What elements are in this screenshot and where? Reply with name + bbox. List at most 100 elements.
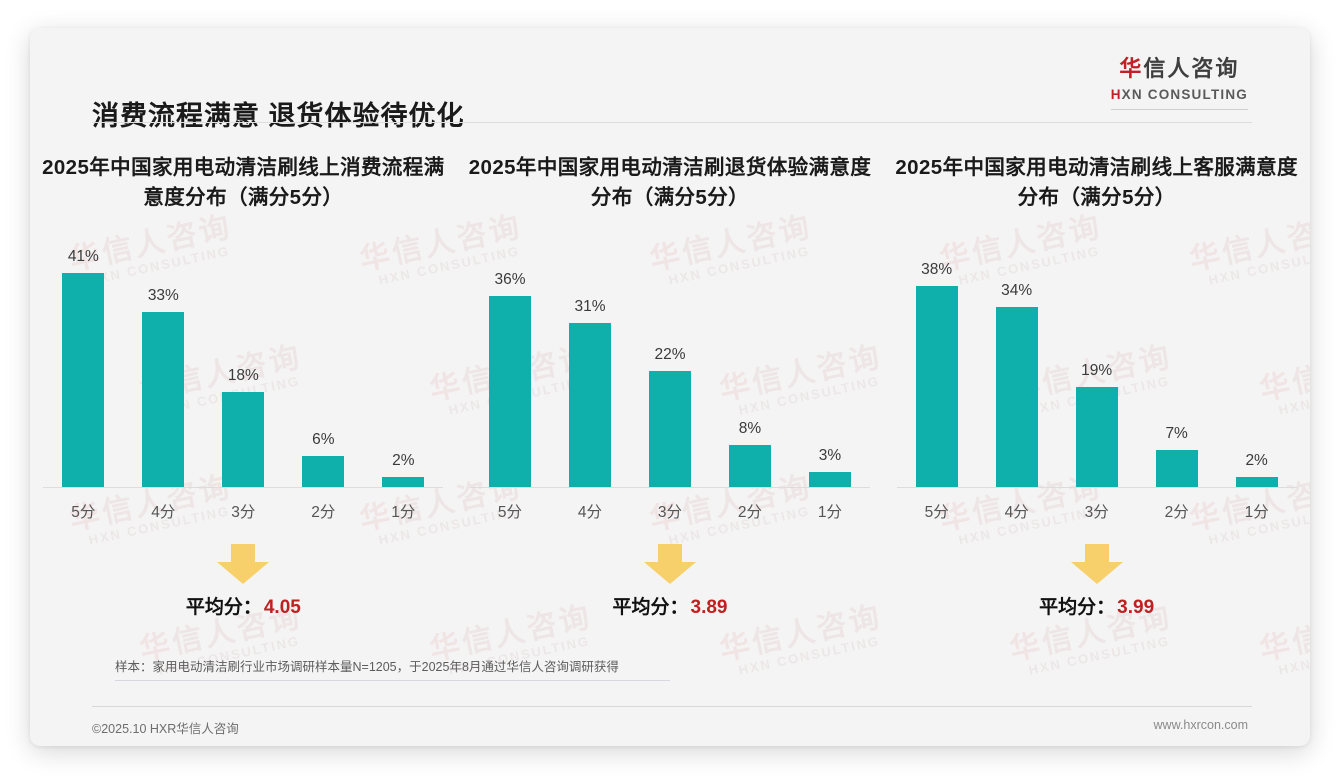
bar-column[interactable]: 22% <box>630 248 710 488</box>
x-axis-ticks: 5分 4分 3分 2分 1分 <box>897 500 1297 522</box>
arrow-down-icon <box>1070 544 1123 585</box>
average-score-text: 平均分： 3.89 <box>470 592 870 619</box>
source-note: 样本：家用电动清洁刷行业市场调研样本量N=1205，于2025年8月通过华信人咨… <box>115 660 619 674</box>
page-title: 消费流程满意 退货体验待优化 <box>92 101 465 131</box>
bar-value-label: 6% <box>312 430 335 448</box>
bar-rect[interactable] <box>995 306 1038 488</box>
bar-group: 41% 33% 18% 6% 2% <box>43 248 443 488</box>
x-tick-label: 2分 <box>1164 504 1189 522</box>
bar-column[interactable]: 7% <box>1137 248 1217 488</box>
x-axis-line <box>896 487 1297 489</box>
logo-chinese-rest: 信人咨询 <box>1143 56 1240 81</box>
logo-english-rest: XN CONSULTING <box>1121 87 1248 102</box>
bar-value-label: 7% <box>1165 425 1188 443</box>
bar-column[interactable]: 33% <box>123 248 203 488</box>
bar-column[interactable]: 34% <box>977 248 1057 488</box>
bar-rect[interactable] <box>382 476 425 488</box>
company-logo: 华信人咨询 HXN CONSULTING <box>1110 56 1248 110</box>
bar-rect[interactable] <box>488 296 531 488</box>
x-tick-label: 4分 <box>151 504 176 522</box>
x-axis-line <box>469 487 870 489</box>
bar-column[interactable]: 41% <box>43 248 123 488</box>
bar-chart-plot: 38% 34% 19% 7% 2% <box>896 248 1297 489</box>
x-axis-ticks: 5分 4分 3分 2分 1分 <box>43 500 443 522</box>
bar-column[interactable]: 38% <box>897 248 977 488</box>
bar-value-label: 8% <box>738 419 762 437</box>
bar-value-label: 2% <box>1245 451 1268 469</box>
chart-title: 2025年中国家用电动清洁刷线上客服满意度分布（满分5分） <box>895 156 1298 209</box>
bar-rect[interactable] <box>222 391 265 488</box>
x-tick-label: 3分 <box>657 504 683 522</box>
bar-rect[interactable] <box>142 312 185 488</box>
bar-column[interactable]: 18% <box>203 248 283 488</box>
average-score-annotation: 平均分： 4.05 <box>43 544 443 634</box>
logo-english: HXN CONSULTING <box>1111 88 1248 102</box>
bar-value-label: 22% <box>654 345 686 363</box>
logo-chinese-red: 华 <box>1119 56 1144 81</box>
bar-rect[interactable] <box>728 444 771 488</box>
bar-column[interactable]: 2% <box>1217 248 1297 488</box>
average-score-value: 3.99 <box>1117 597 1155 619</box>
arrow-down-icon <box>217 544 270 585</box>
source-divider <box>115 680 670 681</box>
bar-column[interactable]: 3% <box>790 248 870 488</box>
chart-panel-2: 2025年中国家用电动清洁刷退货体验满意度分布（满分5分） 36% 31% 22% 8%… <box>457 153 884 634</box>
footer-copyright: ©2025.10 HXR华信人咨询 <box>92 722 239 736</box>
bar-group: 36% 31% 22% 8% 3% <box>470 248 870 488</box>
bar-value-label: 31% <box>574 297 606 315</box>
bar-column[interactable]: 8% <box>710 248 790 488</box>
chart-title: 2025年中国家用电动清洁刷线上消费流程满意度分布（满分5分） <box>42 156 445 209</box>
logo-english-red: H <box>1110 87 1122 102</box>
charts-row: 2025年中国家用电动清洁刷线上消费流程满意度分布（满分5分） 41% 33% 18%… <box>30 153 1310 634</box>
x-tick-label: 1分 <box>817 504 843 522</box>
bar-value-label: 38% <box>921 260 953 278</box>
bar-column[interactable]: 36% <box>470 248 550 488</box>
bar-rect[interactable] <box>302 455 345 488</box>
average-score-text: 平均分： 3.99 <box>897 592 1297 619</box>
x-tick-label: 1分 <box>1244 504 1269 522</box>
bar-column[interactable]: 31% <box>550 248 630 488</box>
bar-column[interactable]: 6% <box>283 248 363 488</box>
bar-column[interactable]: 19% <box>1057 248 1137 488</box>
x-tick-label: 3分 <box>231 504 256 522</box>
chart-title: 2025年中国家用电动清洁刷退货体验满意度分布（满分5分） <box>468 156 872 209</box>
watermark-en: HXN CONSULTING <box>737 632 882 678</box>
average-score-value: 3.89 <box>690 597 728 619</box>
x-tick-label: 5分 <box>924 504 949 522</box>
slide-footer: ©2025.10 HXR华信人咨询 www.hxrcon.com <box>30 706 1310 746</box>
bar-rect[interactable] <box>62 273 105 488</box>
footer-divider <box>92 706 1252 707</box>
average-score-annotation: 平均分： 3.89 <box>470 544 870 634</box>
watermark-en: HXN CONSULTING <box>1027 632 1172 678</box>
bar-rect[interactable] <box>1075 386 1118 488</box>
x-tick-label: 4分 <box>1004 504 1029 522</box>
bar-rect[interactable] <box>808 471 851 488</box>
bar-value-label: 2% <box>392 451 415 469</box>
logo-underline <box>1110 108 1248 110</box>
average-score-value: 4.05 <box>263 597 301 619</box>
slide-card: 华信人咨询 HXN CONSULTING 华信人咨询 HXN CONSULTING 华信… <box>30 28 1310 746</box>
footer-website[interactable]: www.hxrcon.com <box>1153 718 1248 732</box>
x-axis-ticks: 5分 4分 3分 2分 1分 <box>470 500 870 522</box>
bar-rect[interactable] <box>1235 476 1278 488</box>
bar-rect[interactable] <box>568 322 611 488</box>
bar-chart-plot: 36% 31% 22% 8% 3% <box>469 248 870 489</box>
bar-value-label: 19% <box>1081 361 1113 379</box>
x-tick-label: 2分 <box>737 504 763 522</box>
average-score-label: 平均分： <box>1039 597 1116 619</box>
bar-value-label: 41% <box>67 248 99 266</box>
bar-value-label: 33% <box>147 287 179 305</box>
slide-header: 消费流程满意 退货体验待优化 华信人咨询 HXN CONSULTING <box>30 28 1310 131</box>
bar-value-label: 3% <box>818 446 842 464</box>
bar-value-label: 36% <box>494 271 526 289</box>
chart-panel-3: 2025年中国家用电动清洁刷线上客服满意度分布（满分5分） 38% 34% 19% 7%… <box>883 153 1310 634</box>
header-divider <box>92 122 1252 123</box>
watermark-en: HXN CONSULTING <box>1277 633 1310 678</box>
chart-panel-1: 2025年中国家用电动清洁刷线上消费流程满意度分布（满分5分） 41% 33% 18%… <box>30 153 457 634</box>
bar-rect[interactable] <box>1155 450 1198 488</box>
bar-column[interactable]: 2% <box>363 248 443 488</box>
bar-group: 38% 34% 19% 7% 2% <box>897 248 1297 488</box>
x-tick-label: 3分 <box>1084 504 1109 522</box>
bar-rect[interactable] <box>915 285 958 488</box>
bar-rect[interactable] <box>648 370 691 488</box>
